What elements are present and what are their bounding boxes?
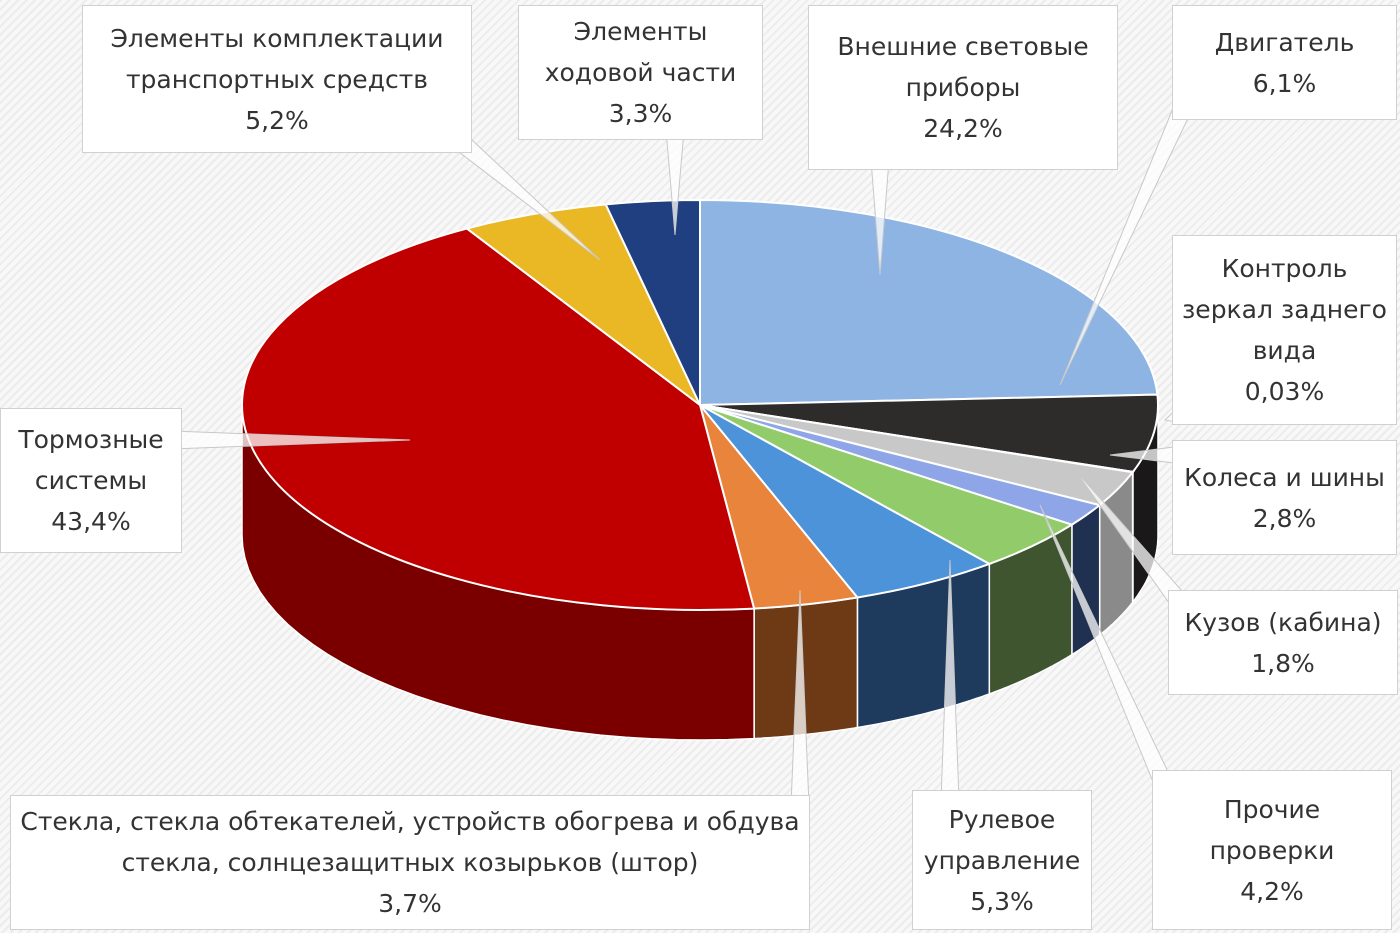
data-label-value: 0,03% [1244, 377, 1325, 406]
data-label: Кузов (кабина) 1,8% [1168, 590, 1398, 695]
data-label-text: Прочие [1223, 794, 1321, 824]
leader-lines [171, 105, 1191, 806]
data-label-text: ходовой части [544, 58, 737, 87]
data-label-text: вида [1252, 336, 1317, 365]
data-label-value: 5,3% [970, 886, 1034, 916]
data-label-text: Колеса и шины [1184, 462, 1385, 492]
data-label-text: зеркал заднего [1182, 295, 1387, 324]
data-label: Внешние световые приборы 24,2% [808, 5, 1118, 170]
data-label-text: транспортных средств [125, 64, 429, 94]
data-label-text: Двигатель [1214, 27, 1355, 57]
data-label: Контроль зеркал заднего вида 0,03% [1172, 235, 1397, 425]
data-label-value: 2,8% [1252, 503, 1317, 533]
data-label: Двигатель 6,1% [1172, 5, 1397, 120]
slice [604, 198, 701, 406]
data-label: Тормозные системы 43,4% [0, 408, 182, 553]
data-label-text: Элементы комплектации [110, 23, 444, 53]
data-label-value: 1,8% [1251, 648, 1315, 678]
data-label-text: Рулевое [948, 804, 1056, 834]
data-label: Рулевое управление 5,3% [912, 790, 1092, 930]
data-label-value: 3,7% [378, 889, 442, 918]
slice [240, 227, 756, 611]
data-label-text: Элементы [573, 17, 708, 46]
data-label-text: Стекла, стекла обтекателей, устройств об… [20, 807, 800, 836]
pie-tops [240, 198, 1159, 611]
slice [699, 404, 992, 599]
data-label: Колеса и шины 2,8% [1172, 440, 1397, 555]
data-label-value: 3,3% [608, 99, 673, 128]
data-label-text: Тормозные [18, 425, 164, 454]
data-label: Стекла, стекла обтекателей, устройств об… [10, 795, 810, 930]
data-label-text: приборы [905, 73, 1021, 102]
slice [699, 198, 1159, 407]
data-label-text: стекла, солнцезащитных козырьков (штор) [121, 848, 699, 877]
data-label-text: Контроль [1221, 254, 1348, 283]
data-label-text: Кузов (кабина) [1184, 607, 1382, 637]
data-label-value: 43,4% [51, 507, 131, 536]
pie-sides [241, 404, 1159, 741]
data-label: Прочие проверки 4,2% [1152, 770, 1392, 930]
data-label-value: 4,2% [1240, 876, 1304, 906]
data-label-value: 5,2% [245, 105, 309, 135]
slice [464, 203, 701, 406]
data-label-text: проверки [1209, 835, 1335, 865]
data-label: Элементы комплектации транспортных средст… [82, 5, 472, 153]
slice [699, 393, 1159, 473]
data-label-text: системы [34, 466, 148, 495]
data-label: Элементы ходовой части 3,3% [518, 5, 763, 140]
data-label-value: 6,1% [1252, 68, 1317, 98]
data-label-text: Внешние световые [837, 32, 1089, 61]
data-label-text: управление [923, 845, 1081, 875]
data-label-value: 24,2% [923, 114, 1003, 143]
